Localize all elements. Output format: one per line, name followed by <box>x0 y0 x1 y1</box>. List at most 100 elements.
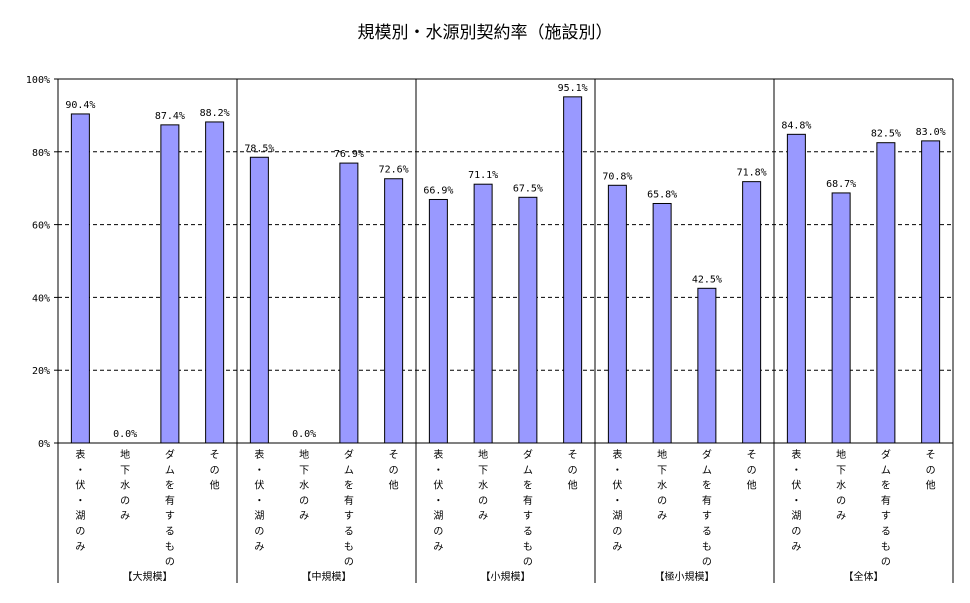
category-label-char: 伏 <box>791 479 801 492</box>
chart-title: 規模別・水源別契約率（施設別） <box>357 23 613 43</box>
category-label-char: 地 <box>120 448 130 461</box>
y-tick-label: 0% <box>38 439 50 450</box>
data-label: 71.1% <box>468 170 498 181</box>
bar <box>831 192 851 444</box>
category-label-char: 地 <box>836 448 846 461</box>
category-label-char: み <box>75 542 85 553</box>
category-label-char: 有 <box>165 494 175 507</box>
category-label-char: 地 <box>299 448 309 461</box>
category-label-char: 有 <box>344 494 354 507</box>
data-label: 66.9% <box>423 185 453 196</box>
category-label-char: の <box>120 496 130 507</box>
y-tick-label: 80% <box>32 148 50 159</box>
category-label-char: み <box>120 511 130 522</box>
bar <box>742 181 762 444</box>
bar <box>473 183 493 444</box>
data-label: 42.5% <box>692 274 722 285</box>
category-label-char: も <box>881 541 891 553</box>
bar <box>652 202 672 444</box>
category-label-char: も <box>523 541 533 553</box>
category-label-char: も <box>702 541 712 553</box>
category-label-char: 湖 <box>612 510 622 522</box>
category-label-char: ダ <box>523 448 533 461</box>
category-label-char: 有 <box>881 494 891 507</box>
bar <box>70 113 90 444</box>
category-label-char: み <box>433 542 443 553</box>
data-label: 83.0% <box>916 127 946 138</box>
category-label-char: 地 <box>478 448 488 461</box>
data-label: 67.5% <box>513 183 543 194</box>
category-label-char: 水 <box>478 480 488 492</box>
category-label-char: み <box>657 511 667 522</box>
category-label-char: 他 <box>568 479 578 492</box>
category-label-char: の <box>254 527 264 538</box>
category-label-char: み <box>299 511 309 522</box>
category-label-char: ・ <box>75 465 85 476</box>
category-label-char: ム <box>881 464 891 476</box>
category-label-char: の <box>389 465 399 476</box>
category-label-char: を <box>523 480 533 492</box>
category-label-char: の <box>836 496 846 507</box>
category-label-char: 表 <box>612 448 622 461</box>
category-label-char: 他 <box>210 479 220 492</box>
category-label-char: の <box>433 527 443 538</box>
category-label-char: る <box>881 526 891 538</box>
data-label: 82.5% <box>871 129 901 140</box>
category-label-char: の <box>299 496 309 507</box>
category-label-char: を <box>344 480 354 492</box>
category-label-char: の <box>791 527 801 538</box>
category-label-char: 他 <box>926 479 936 492</box>
category-label-char: み <box>478 511 488 522</box>
bar <box>205 121 225 444</box>
category-label-char: の <box>568 465 578 476</box>
category-label-char: ダ <box>344 448 354 461</box>
category-label-char: ・ <box>433 496 443 507</box>
bar <box>518 196 538 444</box>
group-label: 【極小規模】 <box>655 570 715 583</box>
category-label-char: 表 <box>433 448 443 461</box>
category-label-char: ダ <box>165 448 175 461</box>
category-label-char: 水 <box>299 480 309 492</box>
data-label: 90.4% <box>65 100 95 111</box>
category-label-char: 水 <box>657 480 667 492</box>
category-label-char: の <box>165 557 175 568</box>
category-label-char: 他 <box>389 479 399 492</box>
category-label-char: を <box>702 480 712 492</box>
category-label-char: 湖 <box>254 510 264 522</box>
category-label-char: す <box>881 510 891 522</box>
data-label: 71.8% <box>737 168 767 179</box>
data-label: 87.4% <box>155 111 185 122</box>
bar <box>428 198 448 444</box>
category-label-char: ・ <box>75 496 85 507</box>
category-label-char: ダ <box>702 448 712 461</box>
bar <box>384 178 404 444</box>
category-label-char: ・ <box>254 465 264 476</box>
category-label-char: を <box>881 480 891 492</box>
data-label: 65.8% <box>647 189 677 200</box>
data-label: 0.0% <box>113 429 137 440</box>
category-label-char: 伏 <box>254 479 264 492</box>
category-label-char: す <box>344 510 354 522</box>
category-label-char: ・ <box>791 496 801 507</box>
category-label-char: を <box>165 480 175 492</box>
category-label-char: る <box>344 526 354 538</box>
category-label-char: そ <box>926 449 936 461</box>
data-label: 88.2% <box>200 108 230 119</box>
category-label-char: み <box>836 511 846 522</box>
bar <box>786 133 806 444</box>
category-label-char: 表 <box>254 448 264 461</box>
category-label-char: 湖 <box>75 510 85 522</box>
category-label-char: 伏 <box>433 479 443 492</box>
category-label-char: の <box>344 557 354 568</box>
category-label-char: 下 <box>836 465 846 476</box>
category-label-char: ム <box>165 464 175 476</box>
y-tick-label: 100% <box>26 75 50 86</box>
category-label-char: も <box>344 541 354 553</box>
bar <box>563 96 583 444</box>
category-label-char: み <box>254 542 264 553</box>
category-label-char: そ <box>210 449 220 461</box>
group-label: 【小規模】 <box>481 571 531 583</box>
category-label-char: の <box>612 527 622 538</box>
category-label-char: 表 <box>791 448 801 461</box>
y-tick-label: 20% <box>32 366 50 377</box>
